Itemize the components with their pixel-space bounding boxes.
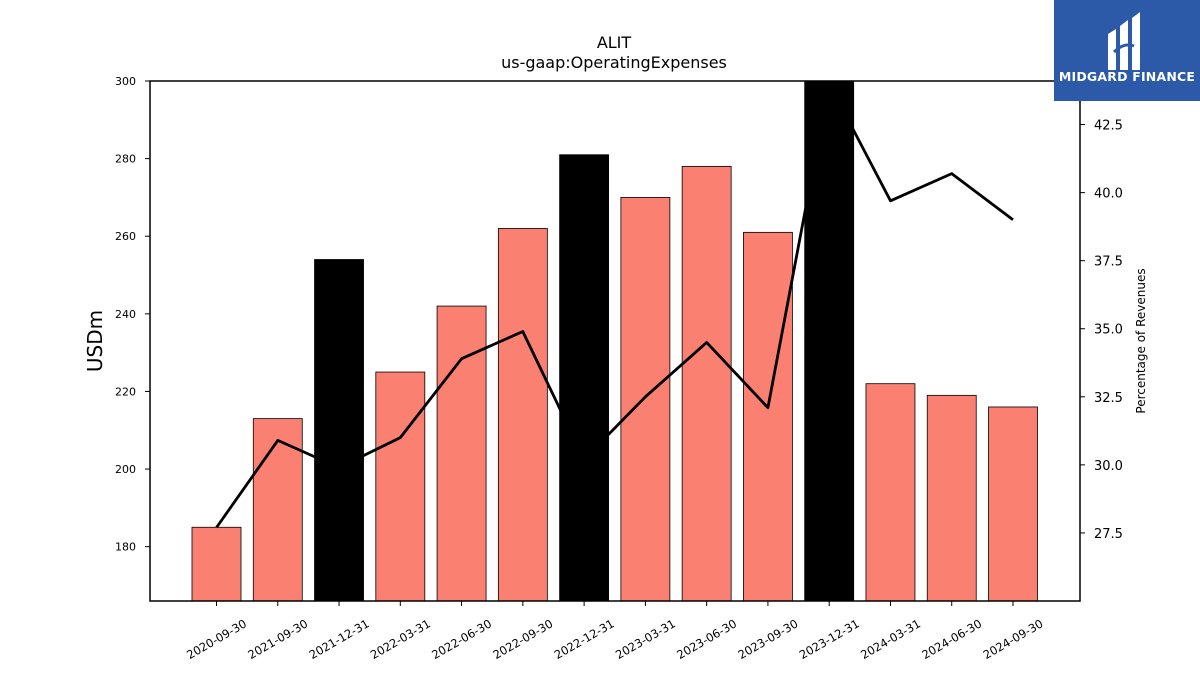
y2-tick-label: 40.0: [1094, 187, 1123, 202]
y-tick-label: 200: [115, 463, 136, 476]
bar-2024-09-30: [988, 406, 1038, 601]
y-tick-label: 260: [115, 230, 136, 243]
x-tick-label: 2021-12-31: [307, 616, 372, 662]
y-axis-label: USDm: [83, 310, 107, 372]
bar-2023-09-30: [743, 231, 793, 601]
y-tick-label: 280: [115, 153, 136, 166]
bar-2022-09-30: [497, 228, 548, 601]
chart-subtitle: us-gaap:OperatingExpenses: [501, 53, 727, 72]
y-tick-label: 180: [115, 541, 136, 554]
bar-2020-09-30: [191, 526, 242, 601]
y2-tick-label: 27.5: [1094, 527, 1123, 542]
x-tick-label: 2024-09-30: [981, 616, 1046, 662]
y2-tick-label: 35.0: [1094, 323, 1123, 338]
x-tick-label: 2023-03-31: [613, 616, 678, 662]
y-tick-label: 220: [115, 385, 136, 398]
x-tick-label: 2022-09-30: [490, 616, 555, 662]
bar-2021-12-31: [314, 259, 364, 601]
bar-2022-03-31: [375, 371, 426, 601]
x-tick-label: 2022-12-31: [552, 616, 617, 662]
x-tick-label: 2022-03-31: [368, 616, 433, 662]
bar-2023-06-30: [681, 165, 732, 601]
logo-text: MIDGARD FINANCE: [1058, 69, 1196, 84]
bar-2022-06-30: [436, 305, 487, 601]
bar-2023-12-31: [804, 81, 855, 601]
y-tick-label: 300: [115, 75, 136, 88]
x-tick-label: 2024-03-31: [858, 616, 923, 662]
bar-2024-06-30: [926, 394, 977, 601]
y2-tick-label: 30.0: [1094, 459, 1123, 474]
x-tick-label: 2021-09-30: [245, 616, 310, 662]
line-series-percentage: [215, 82, 1014, 529]
x-tick-label: 2024-06-30: [919, 616, 984, 662]
x-tick-label: 2023-09-30: [736, 616, 801, 662]
x-tick-label: 2022-06-30: [429, 616, 494, 662]
x-tick-label: 2020-09-30: [184, 616, 249, 662]
y2-tick-label: 32.5: [1094, 391, 1123, 406]
y2-axis-label: Percentage of Revenues: [1134, 268, 1148, 413]
y2-tick-label: 42.5: [1094, 119, 1123, 134]
y2-tick-label: 37.5: [1094, 255, 1123, 270]
bar-2023-03-31: [620, 197, 671, 601]
x-tick-label: 2023-12-31: [797, 616, 862, 662]
bar-2021-09-30: [252, 418, 303, 601]
logo-mark-icon: [1108, 12, 1140, 70]
bar-2024-03-31: [865, 383, 916, 601]
midgard-finance-logo: MIDGARD FINANCE: [1054, 0, 1200, 101]
plot-frame: [149, 80, 1081, 602]
y-tick-label: 240: [115, 308, 136, 321]
x-tick-label: 2023-06-30: [674, 616, 739, 662]
chart-title: ALIT: [597, 33, 632, 52]
bar-2022-12-31: [559, 154, 610, 601]
